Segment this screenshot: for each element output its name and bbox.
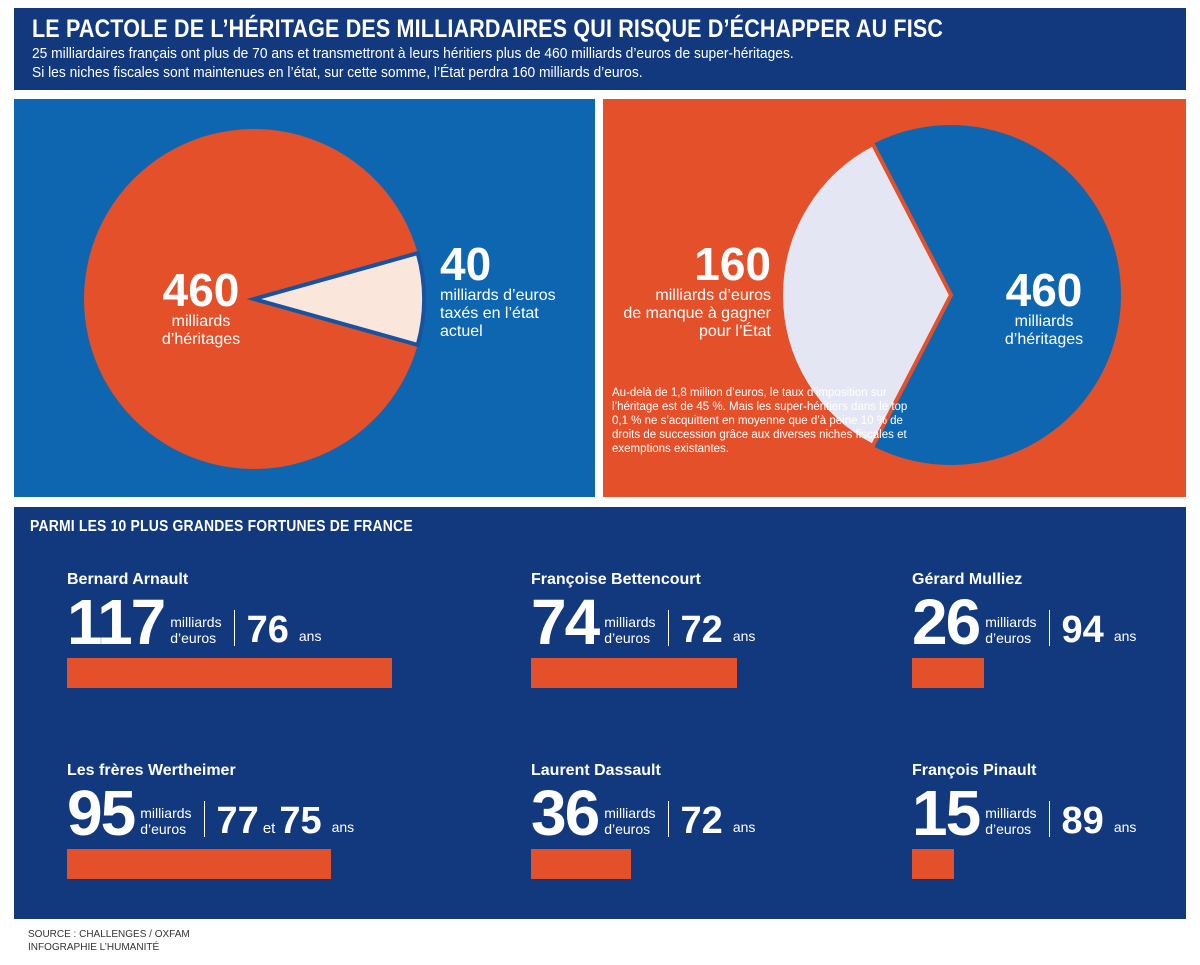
person-name: Gérard Mulliez bbox=[912, 571, 1023, 588]
fortune-bar bbox=[531, 849, 631, 879]
left-main-label-2: d’héritages bbox=[161, 331, 241, 348]
fortunes-title: PARMI LES 10 PLUS GRANDES FORTUNES DE FR… bbox=[30, 518, 413, 535]
person-age: 72 bbox=[680, 609, 723, 651]
fortune-bar bbox=[912, 658, 984, 688]
right-slice-label-1: milliards d’euros bbox=[655, 287, 771, 304]
pie-slice-shortfall bbox=[779, 141, 954, 449]
fortune-unit: milliards d’euros bbox=[985, 805, 1037, 837]
source-text: SOURCE : CHALLENGES / OXFAM bbox=[28, 929, 190, 940]
person-name: François Pinault bbox=[912, 762, 1037, 779]
header: LE PACTOLE DE L’HÉRITAGE DES MILLIARDAIR… bbox=[14, 8, 1186, 90]
fortune-amount: 117 bbox=[67, 586, 166, 658]
left-pie-chart bbox=[84, 129, 426, 469]
person-age: 76 bbox=[246, 609, 289, 651]
left-main-value: 460 bbox=[162, 264, 240, 316]
right-slice-label-3: pour l’État bbox=[698, 323, 771, 340]
left-main-label-1: milliards bbox=[171, 313, 231, 330]
right-pie-chart bbox=[779, 125, 1121, 466]
fortune-unit: milliards d’euros bbox=[604, 805, 656, 837]
tax-note: Au-delà de 1,8 million d’euros, le taux … bbox=[612, 387, 908, 455]
fortune-bar bbox=[531, 658, 737, 688]
divider bbox=[233, 610, 235, 646]
divider bbox=[203, 801, 205, 837]
person-name: Bernard Arnault bbox=[67, 571, 189, 588]
fortune-card-mulliez: Gérard Mulliez 26 milliards d’euros 94 an… bbox=[912, 570, 1136, 688]
ans-label: ans bbox=[732, 628, 756, 644]
fortune-bar bbox=[912, 849, 954, 879]
fortune-card-arnault: Bernard Arnault 117 milliards d’euros 76 … bbox=[67, 570, 392, 688]
left-slice-label-3: actuel bbox=[440, 323, 483, 340]
left-slice-value: 40 bbox=[440, 238, 492, 290]
credit-text: INFOGRAPHIE L’HUMANITÉ bbox=[28, 942, 160, 953]
divider bbox=[667, 801, 669, 837]
divider bbox=[1048, 801, 1050, 837]
fortune-unit: milliards d’euros bbox=[140, 805, 192, 837]
fortune-card-wertheimer: Les frères Wertheimer 95 milliards d’euro… bbox=[67, 761, 354, 879]
person-name: Les frères Wertheimer bbox=[67, 762, 236, 779]
left-slice-label: 40 milliards d’euros taxés en l’état act… bbox=[440, 241, 590, 341]
person-name: Laurent Dassault bbox=[531, 762, 661, 779]
ans-label: ans bbox=[331, 819, 355, 835]
right-pie-panel: 160 milliards d’euros de manque à gagner… bbox=[603, 99, 1186, 497]
pie-slice-taxed bbox=[246, 250, 426, 348]
right-main-label-1: milliards bbox=[1014, 313, 1074, 330]
footer: SOURCE : CHALLENGES / OXFAM INFOGRAPHIE … bbox=[28, 928, 190, 954]
ans-label: ans bbox=[1113, 819, 1137, 835]
right-main-value: 460 bbox=[1005, 264, 1083, 316]
left-slice-label-2: taxés en l’état bbox=[440, 305, 539, 322]
ans-label: ans bbox=[298, 628, 322, 644]
divider bbox=[667, 610, 669, 646]
left-main-label: 460 milliards d’héritages bbox=[116, 267, 286, 349]
right-main-label-2: d’héritages bbox=[1004, 331, 1084, 348]
fortune-card-dassault: Laurent Dassault 36 milliards d’euros 72 … bbox=[531, 761, 755, 879]
fortune-amount: 36 bbox=[531, 777, 600, 849]
pie-slice-heritage bbox=[872, 125, 1121, 466]
et-label: et bbox=[262, 820, 276, 837]
right-slice-value: 160 bbox=[694, 238, 771, 290]
ans-label: ans bbox=[1113, 628, 1137, 644]
divider bbox=[1048, 610, 1050, 646]
ans-label: ans bbox=[732, 819, 756, 835]
fortune-card-bettencourt: Françoise Bettencourt 74 milliards d’euro… bbox=[531, 570, 755, 688]
page-title: LE PACTOLE DE L’HÉRITAGE DES MILLIARDAIR… bbox=[32, 15, 944, 43]
person-age: 72 bbox=[680, 800, 723, 842]
fortune-bar bbox=[67, 849, 331, 879]
subtitle-line-2: Si les niches fiscales sont maintenues e… bbox=[32, 64, 643, 81]
person-age: 94 bbox=[1061, 609, 1104, 651]
subtitle-line-1: 25 milliardaires français ont plus de 70… bbox=[32, 45, 794, 62]
left-slice-label-1: milliards d’euros bbox=[440, 287, 556, 304]
fortune-card-pinault: François Pinault 15 milliards d’euros 89 … bbox=[912, 761, 1136, 879]
right-slice-label: 160 milliards d’euros de manque à gagner… bbox=[613, 241, 771, 341]
person-age: 77 bbox=[216, 800, 259, 842]
person-age: 89 bbox=[1061, 800, 1104, 842]
right-slice-label-2: de manque à gagner bbox=[623, 305, 771, 322]
fortune-amount: 26 bbox=[912, 586, 981, 658]
fortune-amount: 15 bbox=[912, 777, 981, 849]
right-main-label: 460 milliards d’héritages bbox=[959, 267, 1129, 349]
person-name: Françoise Bettencourt bbox=[531, 571, 701, 588]
left-pie-panel: 460 milliards d’héritages 40 milliards d… bbox=[14, 99, 595, 497]
person-age-2: 75 bbox=[279, 800, 322, 842]
fortune-unit: milliards d’euros bbox=[604, 614, 656, 646]
fortune-unit: milliards d’euros bbox=[170, 614, 222, 646]
fortune-unit: milliards d’euros bbox=[985, 614, 1037, 646]
fortune-amount: 95 bbox=[67, 777, 136, 849]
fortune-amount: 74 bbox=[531, 586, 600, 658]
fortunes-section: PARMI LES 10 PLUS GRANDES FORTUNES DE FR… bbox=[14, 507, 1186, 919]
fortune-bar bbox=[67, 658, 392, 688]
